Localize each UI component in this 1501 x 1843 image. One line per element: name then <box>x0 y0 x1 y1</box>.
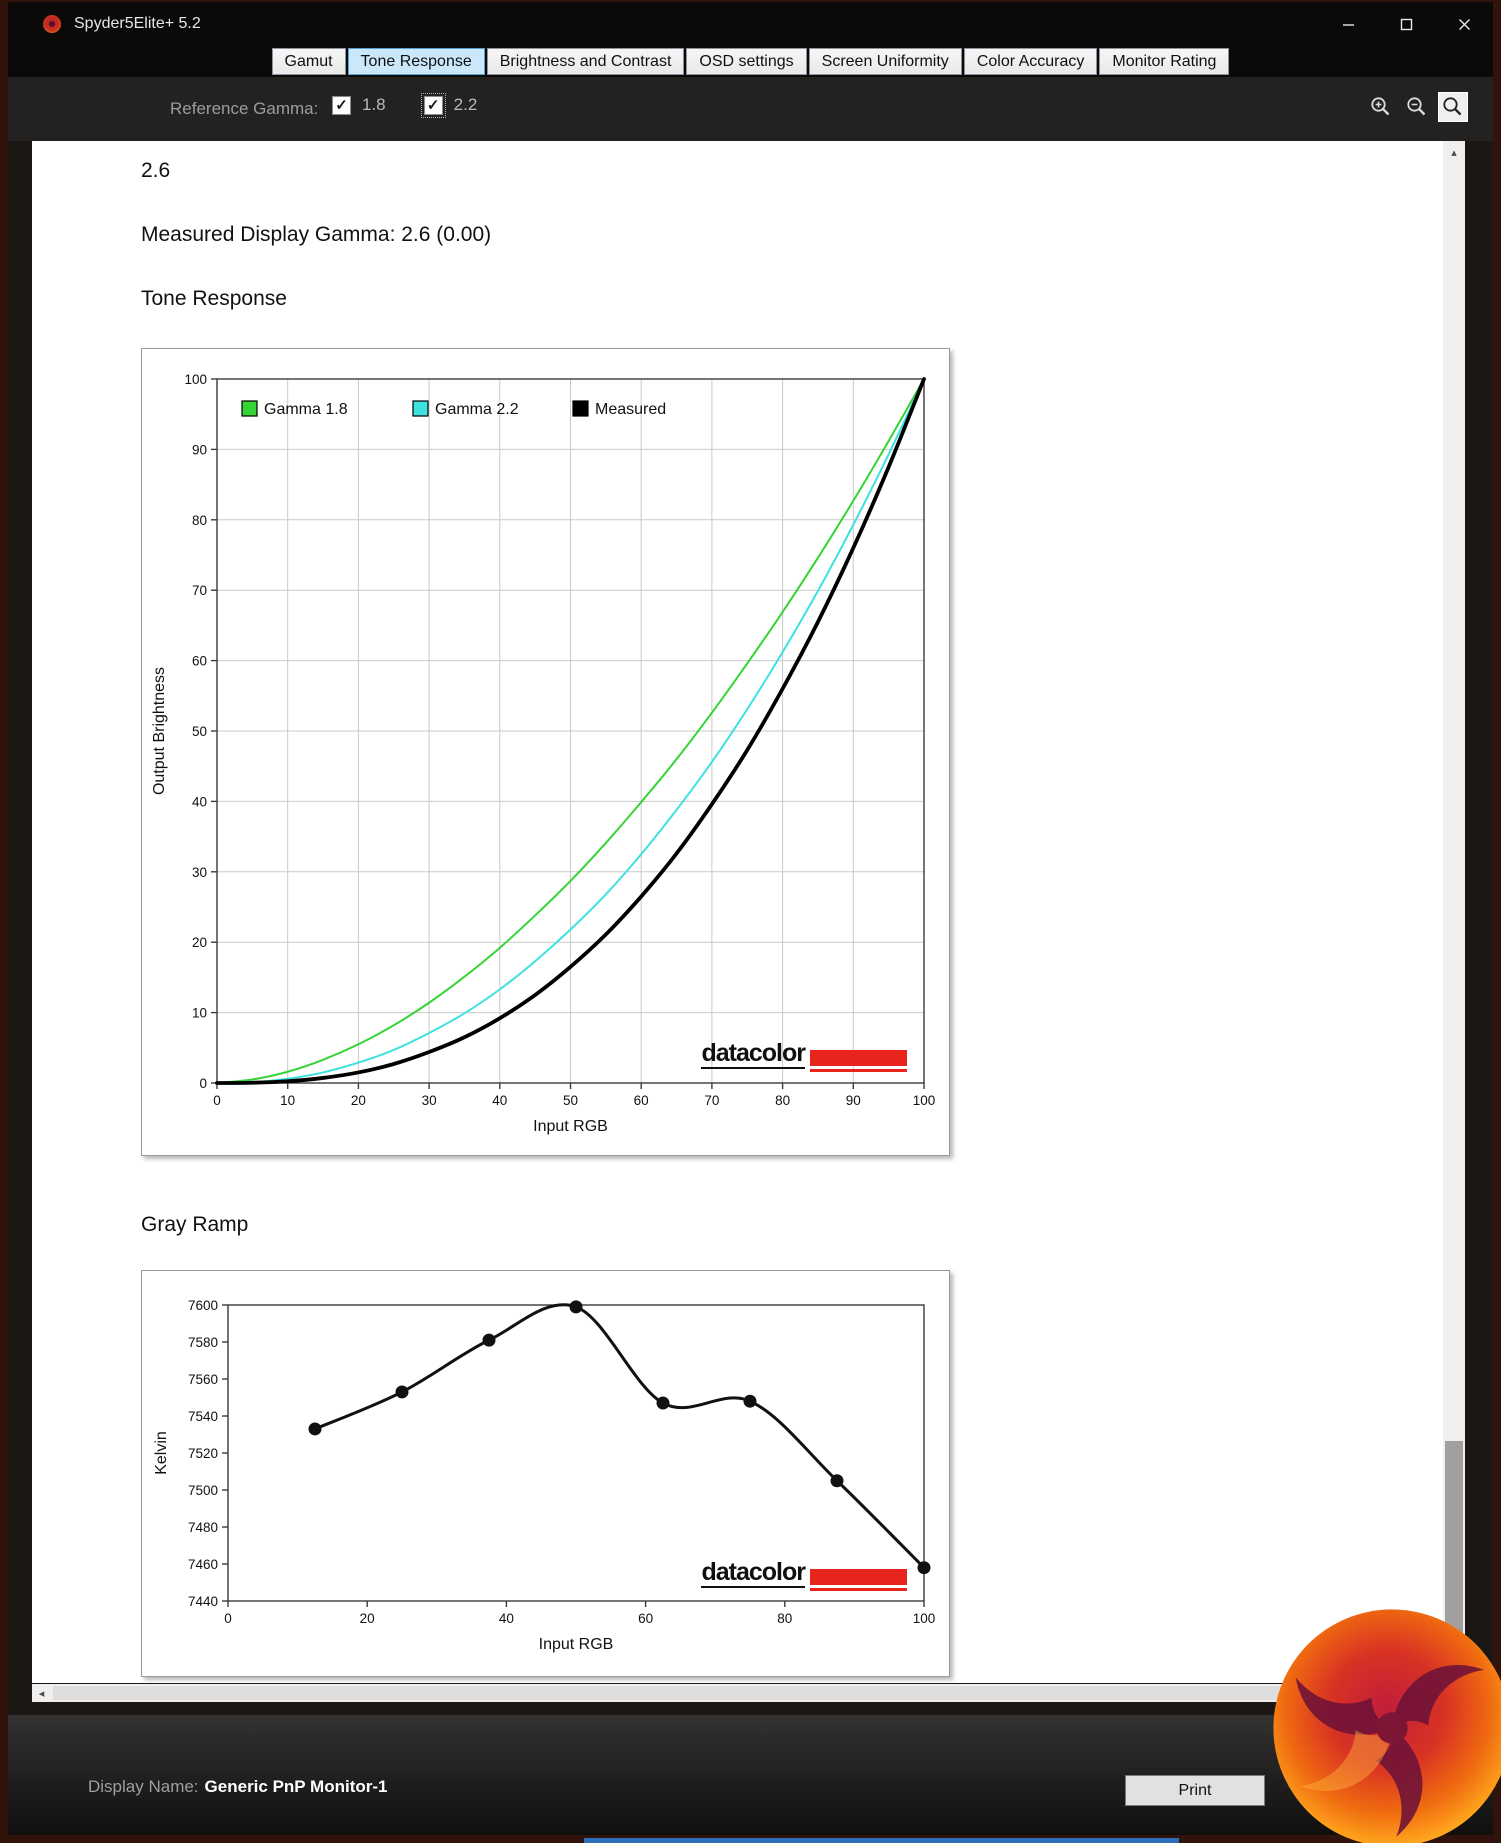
svg-text:50: 50 <box>192 724 207 739</box>
tab-tone-response[interactable]: Tone Response <box>347 48 485 75</box>
svg-text:90: 90 <box>846 1093 861 1108</box>
vertical-scrollbar-thumb[interactable] <box>1445 1441 1463 1659</box>
svg-text:100: 100 <box>913 1093 936 1108</box>
tab-osd-settings[interactable]: OSD settings <box>686 48 807 75</box>
print-button[interactable]: Print <box>1125 1775 1265 1806</box>
svg-text:100: 100 <box>913 1611 936 1626</box>
svg-text:7480: 7480 <box>188 1520 218 1535</box>
svg-text:7520: 7520 <box>188 1446 218 1461</box>
tab-color-accuracy[interactable]: Color Accuracy <box>963 48 1098 75</box>
svg-text:60: 60 <box>192 654 207 669</box>
svg-text:Measured: Measured <box>595 401 666 418</box>
zoom-out-button[interactable] <box>1402 92 1432 122</box>
tab-bar: Gamut Tone Response Brightness and Contras… <box>8 46 1493 77</box>
vertical-scrollbar[interactable]: ▴ ▾ <box>1443 141 1465 1683</box>
gamma-2-2-checkbox[interactable] <box>420 92 446 118</box>
zoom-in-button[interactable] <box>1366 92 1396 122</box>
svg-text:100: 100 <box>184 372 207 387</box>
maximize-button[interactable] <box>1377 2 1435 46</box>
zoom-in-icon <box>1371 97 1390 116</box>
svg-text:7560: 7560 <box>188 1372 218 1387</box>
svg-text:10: 10 <box>192 1006 207 1021</box>
svg-text:Input RGB: Input RGB <box>533 1118 608 1135</box>
svg-text:70: 70 <box>704 1093 719 1108</box>
svg-text:Output Brightness: Output Brightness <box>151 667 168 795</box>
svg-text:0: 0 <box>213 1093 221 1108</box>
zoom-select-button[interactable] <box>1438 92 1468 122</box>
display-name: Display Name: Generic PnP Monitor-1 <box>88 1777 388 1797</box>
svg-text:7600: 7600 <box>188 1298 218 1313</box>
minimize-button[interactable] <box>1319 2 1377 46</box>
zoom-controls <box>1366 92 1468 122</box>
svg-text:Gamma 1.8: Gamma 1.8 <box>264 401 348 418</box>
svg-text:7500: 7500 <box>188 1483 218 1498</box>
svg-text:80: 80 <box>775 1093 790 1108</box>
svg-text:60: 60 <box>634 1093 649 1108</box>
gamma-1-8-label: 1.8 <box>362 95 386 114</box>
tone-response-plot: 0 10 20 30 40 50 60 70 80 90 100 0 10 20 30 40 50 60 70 80 9… <box>151 372 936 1135</box>
reference-gamma-label: Reference Gamma: <box>170 99 319 118</box>
scroll-down-arrow-icon[interactable]: ▾ <box>1443 1661 1465 1683</box>
svg-text:60: 60 <box>638 1611 653 1626</box>
tab-brightness-and-contrast[interactable]: Brightness and Contrast <box>486 48 685 75</box>
svg-text:80: 80 <box>192 513 207 528</box>
gray-ramp-heading: Gray Ramp <box>141 1213 249 1236</box>
horizontal-scrollbar[interactable]: ◂ ▸ <box>32 1684 1443 1702</box>
gray-ramp-chart: 0 20 40 60 80 100 7440 7460 7480 7500 7520 7540 7560… <box>141 1270 950 1677</box>
svg-text:40: 40 <box>499 1611 514 1626</box>
gamma-value-text: 2.6 <box>141 159 171 182</box>
tone-response-chart: 0 10 20 30 40 50 60 70 80 90 100 0 10 20 30 40 50 60 70 80 9… <box>141 348 950 1156</box>
magnifier-icon <box>1443 97 1462 116</box>
svg-text:20: 20 <box>351 1093 366 1108</box>
scroll-up-arrow-icon[interactable]: ▴ <box>1443 141 1465 163</box>
gamma-1-8-checkbox[interactable] <box>332 95 351 115</box>
svg-text:10: 10 <box>280 1093 295 1108</box>
svg-text:20: 20 <box>360 1611 375 1626</box>
svg-text:Input RGB: Input RGB <box>539 1636 614 1653</box>
svg-text:Kelvin: Kelvin <box>153 1431 170 1475</box>
svg-text:0: 0 <box>224 1611 232 1626</box>
tab-monitor-rating[interactable]: Monitor Rating <box>1099 48 1230 75</box>
svg-text:90: 90 <box>192 442 207 457</box>
measured-display-gamma-text: Measured Display Gamma: 2.6 (0.00) <box>141 223 492 246</box>
gray-ramp-plot: 0 20 40 60 80 100 7440 7460 7480 7500 7520 7540 7560… <box>153 1298 936 1653</box>
report-scroll-area: 2.6 Measured Display Gamma: 2.6 (0.00) T… <box>32 141 1443 1683</box>
window-title: Spyder5Elite+ 5.2 <box>74 15 201 32</box>
svg-text:7460: 7460 <box>188 1557 218 1572</box>
display-name-value: Generic PnP Monitor-1 <box>204 1777 388 1796</box>
tone-response-heading: Tone Response <box>141 287 287 310</box>
title-bar: Spyder5Elite+ 5.2 <box>8 2 1493 46</box>
svg-text:7580: 7580 <box>188 1335 218 1350</box>
svg-text:50: 50 <box>563 1093 578 1108</box>
tab-screen-uniformity[interactable]: Screen Uniformity <box>808 48 962 75</box>
svg-text:70: 70 <box>192 583 207 598</box>
tab-gamut[interactable]: Gamut <box>271 48 346 75</box>
close-button[interactable] <box>1435 2 1493 46</box>
svg-text:30: 30 <box>422 1093 437 1108</box>
svg-text:30: 30 <box>192 865 207 880</box>
scroll-left-arrow-icon[interactable]: ◂ <box>38 1687 45 1700</box>
svg-text:20: 20 <box>192 935 207 950</box>
display-name-label: Display Name: <box>88 1777 199 1796</box>
svg-text:40: 40 <box>192 794 207 809</box>
svg-text:Gamma 2.2: Gamma 2.2 <box>435 401 519 418</box>
svg-text:80: 80 <box>777 1611 792 1626</box>
horizontal-scrollbar-thumb[interactable] <box>53 1686 1422 1700</box>
svg-text:7440: 7440 <box>188 1594 218 1609</box>
zoom-out-icon <box>1407 97 1426 116</box>
toolbar: Reference Gamma: 1.8 2.2 <box>8 77 1493 141</box>
footer-bar: Display Name: Generic PnP Monitor-1 Print <box>8 1715 1493 1835</box>
svg-text:7540: 7540 <box>188 1409 218 1424</box>
taskbar-sliver <box>584 1838 1179 1843</box>
svg-text:0: 0 <box>199 1076 207 1091</box>
gamma-2-2-label: 2.2 <box>453 95 478 114</box>
scroll-right-arrow-icon[interactable]: ▸ <box>1430 1687 1437 1700</box>
svg-text:40: 40 <box>492 1093 507 1108</box>
spyder-app-icon <box>42 14 62 34</box>
